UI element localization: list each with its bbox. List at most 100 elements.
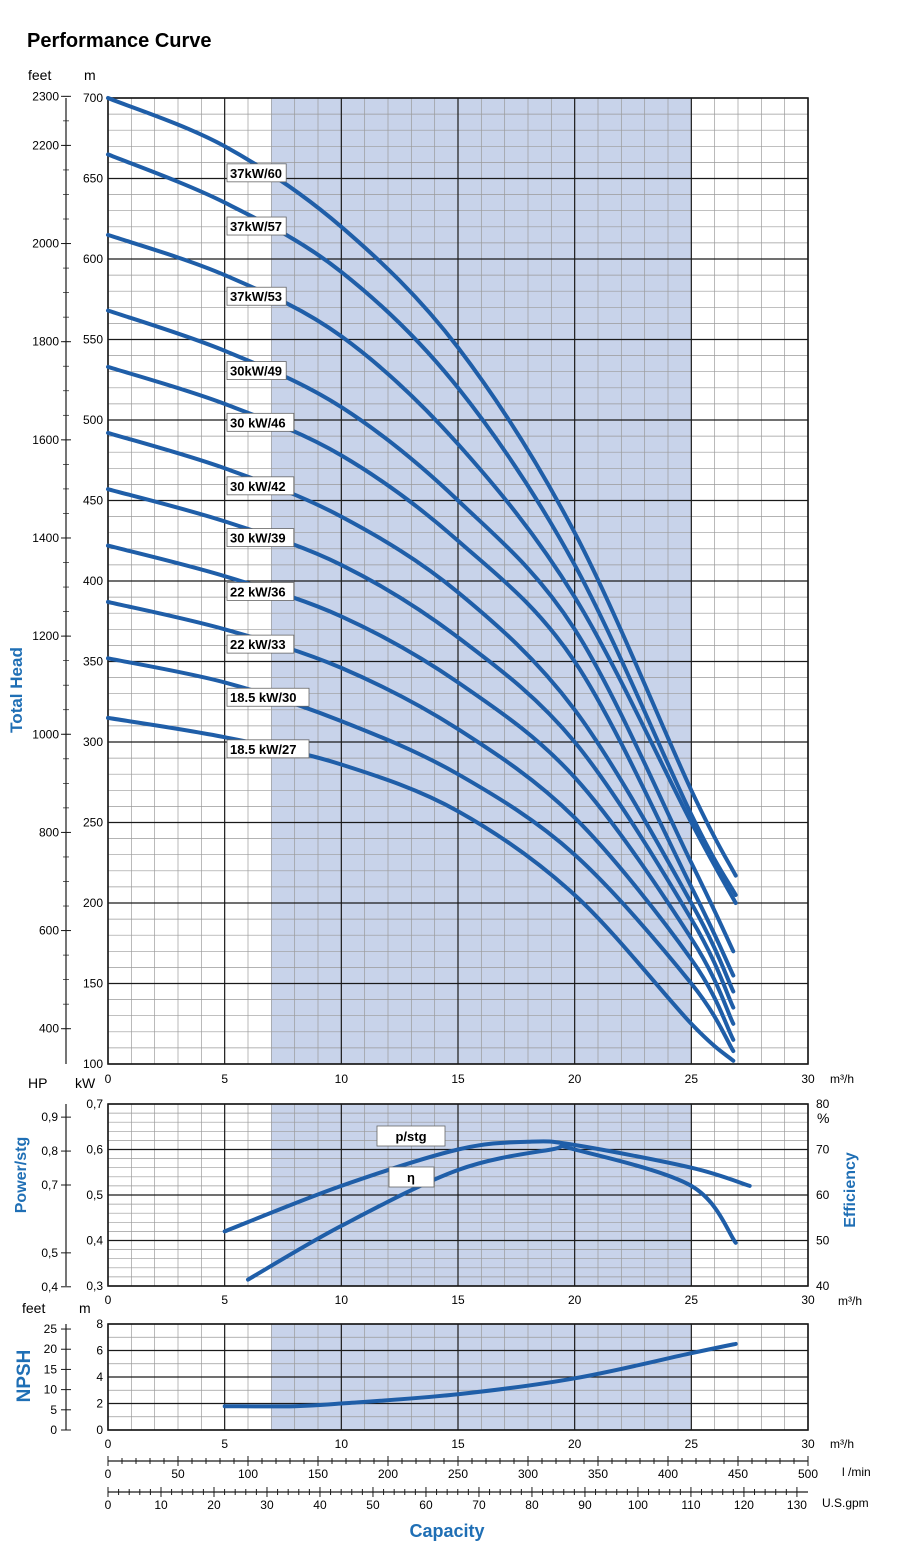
pstg-label: p/stg	[395, 1129, 426, 1144]
gpm-tick-label: 40	[313, 1498, 327, 1512]
npsh-y-tick-label-m: 0	[96, 1423, 103, 1437]
head-curve	[106, 487, 736, 1010]
lmin-unit: l /min	[842, 1465, 871, 1479]
gpm-tick-label: 80	[525, 1498, 539, 1512]
head-y-tick-label-feet: 2000	[32, 237, 59, 251]
power-x-tick-label: 15	[451, 1293, 465, 1307]
power-x-unit: m³/h	[838, 1294, 862, 1308]
gpm-tick-label: 130	[787, 1498, 807, 1512]
power-curve	[222, 1139, 752, 1234]
capacity-x-axis-label: Capacity	[409, 1521, 484, 1541]
power-unit-hp: HP	[28, 1075, 47, 1091]
head-curve-label: 37kW/60	[230, 166, 282, 181]
head-curve-label: 22 kW/33	[230, 637, 286, 652]
gpm-tick-label: 50	[366, 1498, 380, 1512]
head-curve-label-box	[226, 286, 287, 306]
head-curve	[106, 543, 736, 1026]
head-panel: feet m10015020025030035040045050055060065…	[7, 67, 854, 1086]
gpm-tick-label: 0	[105, 1498, 112, 1512]
head-y-tick-label-m: 400	[83, 574, 103, 588]
gpm-tick-label: 30	[260, 1498, 274, 1512]
head-curve-label: 37kW/53	[230, 289, 282, 304]
lmin-tick-label: 250	[448, 1467, 468, 1481]
power-y-tick-label-pct: 80	[816, 1097, 830, 1111]
power-x-tick-label: 0	[105, 1293, 112, 1307]
npsh-x-tick-label: 0	[105, 1437, 112, 1451]
head-curve-label-box	[226, 687, 310, 707]
power-y-tick-label-pct: 40	[816, 1279, 830, 1293]
power-x-tick-label: 5	[221, 1293, 228, 1307]
head-y-tick-label-feet: 600	[39, 924, 59, 938]
power-y-tick-label-hp: 0,9	[41, 1110, 58, 1124]
capacity-scales: 0 50 100 150 200 250 300 350 400 450 500 l /min 0 10 2…	[105, 1456, 871, 1541]
lmin-tick-label: 100	[238, 1467, 258, 1481]
head-curve-label: 18.5 kW/27	[230, 742, 297, 757]
head-y-tick-label-m: 600	[83, 252, 103, 266]
npsh-frame	[107, 1323, 809, 1431]
power-y-tick-label-hp: 0,4	[41, 1280, 58, 1294]
power-y-tick-label-kw: 0,7	[86, 1097, 103, 1111]
lmin-tick-label: 400	[658, 1467, 678, 1481]
head-unit-feet: feet	[28, 67, 51, 83]
head-curve	[106, 599, 736, 1042]
power-y-tick-label-hp: 0,5	[41, 1246, 58, 1260]
npsh-x-tick-label: 30	[801, 1437, 815, 1451]
head-y-tick-label-feet: 2200	[32, 138, 59, 152]
power-x-tick-label: 25	[685, 1293, 699, 1307]
power-unit-percent: %	[817, 1110, 829, 1126]
head-curve	[106, 656, 736, 1054]
gpm-tick-label: 90	[578, 1498, 592, 1512]
npsh-y-tick-label-feet: 10	[44, 1383, 58, 1397]
gpm-tick-label: 100	[628, 1498, 648, 1512]
head-y-tick-label-m: 200	[83, 896, 103, 910]
eta-label-box	[388, 1166, 435, 1188]
npsh-x-tick-label: 20	[568, 1437, 582, 1451]
power-y-tick-label-kw: 0,4	[86, 1234, 103, 1248]
head-curve	[106, 715, 736, 1063]
head-frame	[107, 97, 809, 1065]
head-curve	[106, 232, 738, 905]
npsh-x-tick-label: 5	[221, 1437, 228, 1451]
head-curve-label-box	[226, 412, 295, 432]
head-x-tick-label: 0	[105, 1072, 112, 1086]
power-y-tick-label-kw: 0,6	[86, 1143, 103, 1157]
head-y-tick-label-feet: 400	[39, 1022, 59, 1036]
gpm-tick-label: 70	[472, 1498, 486, 1512]
head-x-tick-label: 10	[335, 1072, 349, 1086]
head-curve-label-box	[226, 216, 287, 236]
npsh-curve	[222, 1341, 738, 1409]
power-unit-kw: kW	[75, 1075, 96, 1091]
head-curve-label-box	[226, 361, 287, 380]
npsh-y-tick-label-feet: 25	[44, 1322, 58, 1336]
pstg-label-box	[376, 1125, 446, 1147]
power-curve	[246, 1143, 738, 1282]
npsh-y-tick-label-m: 2	[96, 1397, 103, 1411]
head-curve-label: 37kW/57	[230, 219, 282, 234]
head-y-tick-label-feet: 1600	[32, 433, 59, 447]
head-y-tick-label-m: 450	[83, 494, 103, 508]
head-y-tick-label-feet: 1800	[32, 335, 59, 349]
head-y-tick-label-feet: 1400	[32, 531, 59, 545]
npsh-y-tick-label-m: 6	[96, 1344, 103, 1358]
npsh-y-tick-label-feet: 15	[44, 1362, 58, 1376]
lmin-tick-label: 450	[728, 1467, 748, 1481]
power-y-tick-label-pct: 50	[816, 1234, 830, 1248]
lmin-tick-label: 0	[105, 1467, 112, 1481]
head-curve	[106, 364, 736, 978]
chart-title: Performance Curve	[27, 30, 212, 52]
head-y-tick-label-m: 350	[83, 655, 103, 669]
npsh-y-tick-label-m: 8	[96, 1317, 103, 1331]
npsh-panel: feet m 0 2 4 6 8 0 5 10 15 20 25 NPSH 0 5 10 15 20 25 30 m³/h	[14, 1300, 854, 1451]
head-curve-label-box	[226, 634, 295, 654]
head-curve-label-box	[226, 163, 287, 183]
head-curve-label: 22 kW/36	[230, 584, 286, 599]
head-y-tick-label-feet: 800	[39, 825, 59, 839]
npsh-x-tick-label: 15	[451, 1437, 465, 1451]
power-y-tick-label-hp: 0,8	[41, 1144, 58, 1158]
head-curve-label: 30 kW/39	[230, 531, 286, 546]
head-curve-label: 18.5 kW/30	[230, 690, 297, 705]
lmin-tick-label: 150	[308, 1467, 328, 1481]
power-y-tick-label-pct: 60	[816, 1188, 830, 1202]
efficiency-y-axis-label: Efficiency	[842, 1152, 859, 1228]
